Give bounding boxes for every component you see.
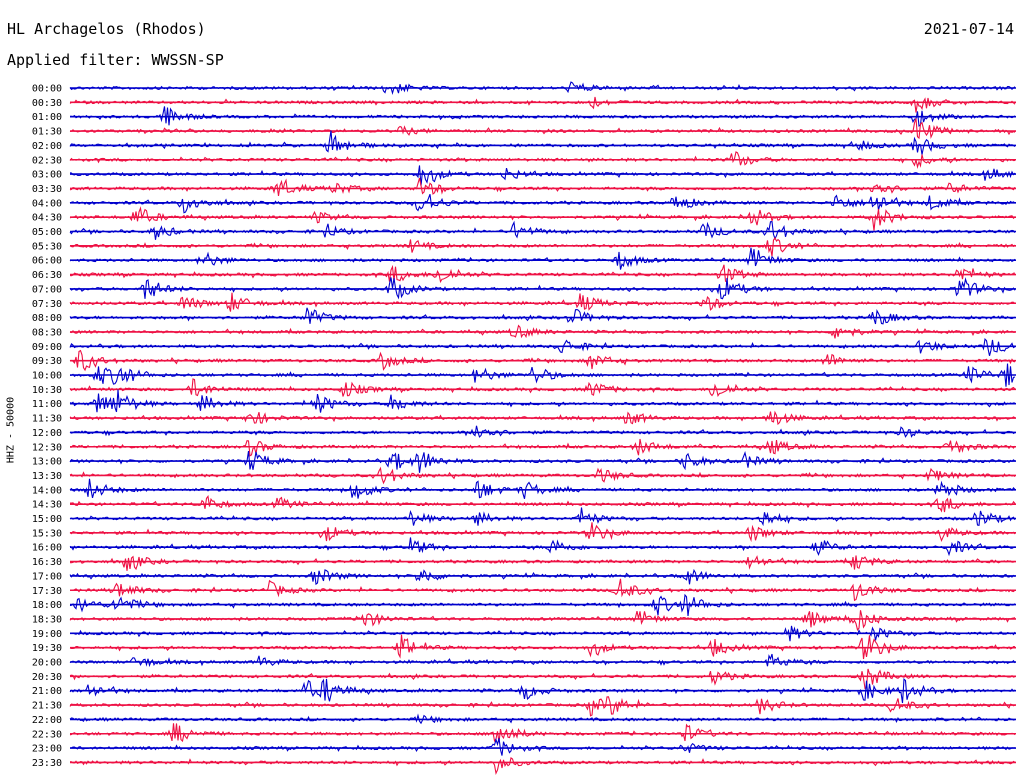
time-tick-label: 00:00 xyxy=(32,84,62,95)
seismic-trace-row xyxy=(69,307,1016,325)
seismic-trace-row xyxy=(69,451,1016,473)
seismic-trace-row xyxy=(69,118,1016,140)
time-tick-label: 13:00 xyxy=(32,457,62,468)
time-tick-label: 16:00 xyxy=(32,543,62,554)
seismic-trace-row xyxy=(69,568,1016,586)
filter-label: Applied filter: WWSSN-SP xyxy=(7,51,224,69)
seismic-trace-row xyxy=(70,555,1016,571)
time-tick-label: 09:30 xyxy=(32,356,62,367)
time-tick-label: 09:00 xyxy=(32,342,62,353)
time-tick-label: 07:00 xyxy=(32,284,62,295)
time-tick-label: 15:00 xyxy=(32,514,62,525)
seismic-trace-row xyxy=(69,653,1016,668)
seismic-trace-row xyxy=(69,537,1016,557)
time-tick-label: 12:30 xyxy=(32,442,62,453)
seismic-trace-row xyxy=(69,389,1016,413)
seismic-trace-row xyxy=(69,723,1016,743)
time-tick-label: 22:00 xyxy=(32,715,62,726)
time-tick-label: 12:00 xyxy=(32,428,62,439)
time-tick-label: 04:00 xyxy=(32,198,62,209)
seismic-trace-row xyxy=(69,378,1016,397)
time-tick-label: 06:00 xyxy=(32,256,62,267)
time-tick-label: 16:30 xyxy=(32,557,62,568)
seismic-trace-row xyxy=(69,292,1016,312)
time-tick-label: 20:30 xyxy=(32,672,62,683)
time-tick-label: 13:30 xyxy=(32,471,62,482)
seismic-trace-row xyxy=(69,668,1016,690)
seismic-trace-row xyxy=(69,634,1016,660)
seismic-trace-row xyxy=(69,696,1016,717)
time-tick-label: 04:30 xyxy=(32,213,62,224)
time-tick-label: 05:30 xyxy=(32,241,62,252)
seismic-trace-row xyxy=(69,495,1016,513)
time-tick-label: 01:30 xyxy=(32,127,62,138)
time-tick-label: 06:30 xyxy=(32,270,62,281)
seismic-trace-row xyxy=(69,247,1016,270)
seismic-trace-row xyxy=(69,165,1016,187)
seismic-trace-row xyxy=(70,737,1016,756)
seismic-trace-row xyxy=(69,756,1016,775)
seismic-trace-row xyxy=(69,206,1016,231)
time-tick-label: 00:30 xyxy=(32,98,62,109)
time-tick-label: 20:00 xyxy=(32,658,62,669)
seismic-trace-row xyxy=(69,466,1016,485)
time-tick-label: 03:00 xyxy=(32,170,62,181)
seismic-trace-row xyxy=(69,522,1016,543)
seismic-trace-row xyxy=(69,324,1016,339)
time-tick-label: 21:00 xyxy=(32,686,62,697)
seismic-trace-row xyxy=(69,593,1016,617)
time-tick-label: 15:30 xyxy=(32,528,62,539)
time-tick-label: 17:00 xyxy=(32,571,62,582)
time-tick-label: 21:30 xyxy=(32,701,62,712)
time-tick-label: 14:00 xyxy=(32,485,62,496)
time-tick-label: 10:30 xyxy=(32,385,62,396)
time-tick-label: 22:30 xyxy=(32,729,62,740)
time-tick-label: 02:00 xyxy=(32,141,62,152)
seismic-trace-row xyxy=(69,610,1016,631)
time-tick-label: 23:30 xyxy=(32,758,62,769)
seismic-trace-row xyxy=(69,236,1016,257)
time-tick-label: 07:30 xyxy=(32,299,62,310)
time-tick-label: 11:30 xyxy=(32,414,62,425)
seismic-trace-row xyxy=(69,507,1016,527)
plot-date: 2021-07-14 xyxy=(923,20,1014,38)
time-tick-label: 02:30 xyxy=(32,155,62,166)
station-title: HL Archagelos (Rhodos) xyxy=(7,20,206,38)
time-tick-label: 08:00 xyxy=(32,313,62,324)
seismic-trace-row xyxy=(69,264,1015,284)
seismic-trace-row xyxy=(69,337,1016,356)
time-tick-label: 18:00 xyxy=(32,600,62,611)
time-tick-label: 14:30 xyxy=(32,500,62,511)
time-tick-label: 19:00 xyxy=(32,629,62,640)
seismic-trace-row xyxy=(69,478,1016,499)
time-tick-label: 01:00 xyxy=(32,112,62,123)
time-tick-label: 10:00 xyxy=(32,371,62,382)
time-tick-label: 23:00 xyxy=(32,744,62,755)
seismic-trace-row xyxy=(69,96,1016,113)
seismic-trace-row xyxy=(69,130,1016,155)
seismic-trace-row xyxy=(69,277,1016,300)
time-tick-label: 08:30 xyxy=(32,327,62,338)
seismic-trace-row xyxy=(69,425,1016,438)
time-tick-label: 18:30 xyxy=(32,614,62,625)
seismic-trace-row xyxy=(69,177,1016,196)
time-tick-label: 17:30 xyxy=(32,586,62,597)
time-tick-label: 11:00 xyxy=(32,399,62,410)
time-tick-label: 05:00 xyxy=(32,227,62,238)
time-tick-label: 03:30 xyxy=(32,184,62,195)
time-tick-label: 19:30 xyxy=(32,643,62,654)
